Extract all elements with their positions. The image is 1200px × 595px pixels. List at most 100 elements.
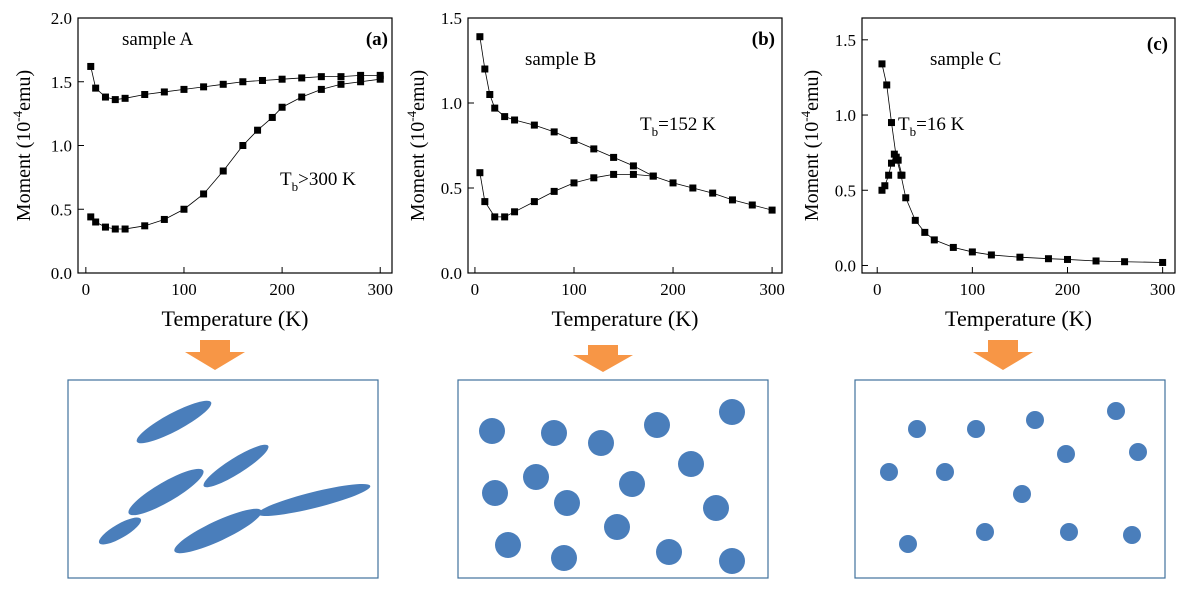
x-tick-label: 200 <box>1055 280 1081 299</box>
marker <box>101 93 109 101</box>
marker <box>476 169 484 177</box>
marker <box>501 213 509 221</box>
y-tick-label: 1.0 <box>835 106 856 125</box>
small-particles <box>880 402 1147 553</box>
marker <box>883 81 891 89</box>
marker <box>881 182 889 190</box>
y-tick-label: 0.5 <box>51 200 72 219</box>
arrow <box>973 340 1033 370</box>
subtitle: sample A <box>122 29 194 50</box>
y-axis-label-part: Moment (10 <box>407 122 429 221</box>
particle <box>644 412 670 438</box>
particle <box>136 400 212 444</box>
box <box>67 379 379 579</box>
arrow <box>573 345 633 372</box>
y-tick-label: 1.5 <box>51 73 72 92</box>
particle <box>203 444 269 488</box>
x-tick-label: 0 <box>873 280 882 299</box>
particle <box>1060 523 1078 541</box>
marker <box>254 126 262 134</box>
marker <box>878 60 886 68</box>
marker <box>610 153 618 161</box>
particle <box>619 471 645 497</box>
marker <box>930 236 938 244</box>
marker <box>337 73 345 81</box>
y-tick-label: 2.0 <box>51 9 72 28</box>
marker <box>501 113 509 121</box>
marker <box>317 73 325 81</box>
marker <box>160 215 168 223</box>
marker <box>511 208 519 216</box>
marker <box>949 243 957 251</box>
panel-label: (a) <box>366 29 388 50</box>
marker <box>898 171 906 179</box>
particle <box>1013 485 1031 503</box>
y-tick-label: 1.5 <box>441 9 462 28</box>
marker <box>610 170 618 178</box>
plot-frame <box>467 17 783 274</box>
marker <box>357 78 365 86</box>
marker <box>476 33 484 41</box>
particle <box>719 399 745 425</box>
marker <box>709 189 717 197</box>
marker <box>121 94 129 102</box>
box <box>457 379 769 579</box>
arrows <box>185 340 1033 372</box>
marker <box>894 156 902 164</box>
marker <box>298 74 306 82</box>
marker <box>530 121 538 129</box>
y-tick-label: 1.0 <box>51 137 72 156</box>
series-line <box>479 36 773 211</box>
marker <box>111 225 119 233</box>
marker <box>530 198 538 206</box>
marker <box>669 179 677 187</box>
marker <box>317 85 325 93</box>
particle <box>1107 402 1125 420</box>
marker <box>200 190 208 198</box>
arrow <box>185 340 245 370</box>
y-tick-label: 0.0 <box>835 256 856 275</box>
x-tick-label: 300 <box>759 280 785 299</box>
subtitle: sample B <box>525 49 596 70</box>
particle <box>656 539 682 565</box>
y-axis-label: Moment (10-4emu) <box>404 70 429 221</box>
marker <box>590 145 598 153</box>
y-tick-label: 0.0 <box>441 264 462 283</box>
x-tick-label: 0 <box>82 280 91 299</box>
plot-frame <box>77 17 393 274</box>
marker <box>486 91 494 98</box>
particle <box>588 430 614 456</box>
marker <box>160 88 168 96</box>
marker <box>887 119 895 127</box>
particle <box>257 483 371 517</box>
particle <box>541 420 567 446</box>
y-axis-label-part: -4 <box>404 110 419 121</box>
marker <box>121 225 129 233</box>
marker <box>219 80 227 88</box>
annotation-part: b <box>910 124 917 139</box>
particle <box>495 532 521 558</box>
x-axis-label: Temperature (K) <box>552 306 699 331</box>
marker <box>239 142 247 149</box>
x-axis-label: Temperature (K) <box>162 306 309 331</box>
y-tick-label: 0.5 <box>441 179 462 198</box>
y-axis-label-part: -4 <box>798 110 813 121</box>
x-tick-label: 200 <box>660 280 686 299</box>
x-tick-label: 100 <box>171 280 197 299</box>
marker <box>550 187 558 195</box>
marker <box>921 228 929 236</box>
marker <box>511 116 519 124</box>
marker <box>278 75 286 83</box>
marker <box>141 222 149 230</box>
particle <box>1057 445 1075 463</box>
marker <box>1044 255 1052 263</box>
particle <box>554 490 580 516</box>
x-axis-label: Temperature (K) <box>945 306 1092 331</box>
y-axis-label-part: emu) <box>801 70 823 111</box>
particle <box>976 523 994 541</box>
marker <box>491 104 499 112</box>
marker <box>768 206 776 214</box>
marker <box>1092 257 1100 265</box>
particle <box>523 464 549 490</box>
particle <box>479 418 505 444</box>
